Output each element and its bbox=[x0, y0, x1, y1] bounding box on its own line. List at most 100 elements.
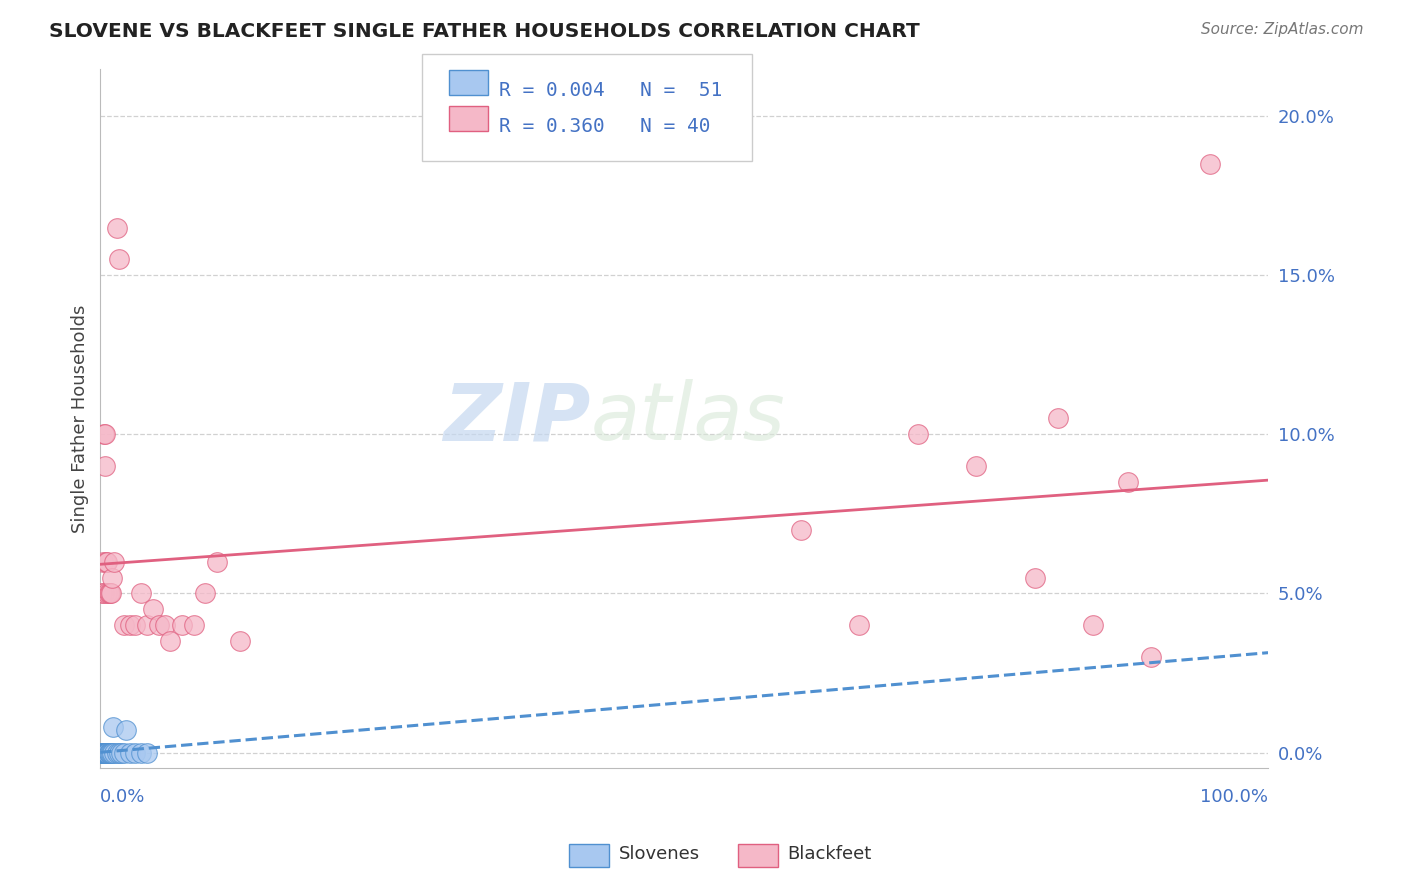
Point bbox=[93, 746, 115, 760]
Point bbox=[142, 602, 165, 616]
Point bbox=[124, 746, 146, 760]
Point bbox=[98, 586, 121, 600]
Point bbox=[129, 586, 152, 600]
Point bbox=[91, 746, 114, 760]
Point bbox=[97, 746, 120, 760]
Point bbox=[91, 746, 114, 760]
Point bbox=[91, 746, 114, 760]
Point bbox=[108, 252, 131, 267]
Point bbox=[205, 555, 228, 569]
Point bbox=[90, 746, 112, 760]
Point bbox=[1140, 650, 1163, 665]
Point bbox=[136, 618, 159, 632]
Point bbox=[848, 618, 870, 632]
Point bbox=[96, 746, 118, 760]
Point bbox=[1116, 475, 1139, 489]
Point bbox=[105, 746, 128, 760]
Point bbox=[108, 746, 131, 760]
Point bbox=[194, 586, 217, 600]
Point bbox=[93, 746, 115, 760]
Point bbox=[118, 618, 141, 632]
Point bbox=[118, 746, 141, 760]
Point bbox=[91, 555, 114, 569]
Point bbox=[94, 427, 117, 442]
Point bbox=[90, 746, 112, 760]
Point bbox=[93, 746, 115, 760]
Point bbox=[96, 586, 118, 600]
Point bbox=[91, 746, 114, 760]
Point bbox=[129, 746, 152, 760]
Point bbox=[115, 723, 138, 738]
Point bbox=[93, 427, 115, 442]
Point bbox=[94, 746, 117, 760]
Point bbox=[1046, 411, 1069, 425]
Point bbox=[101, 746, 124, 760]
Point bbox=[89, 746, 111, 760]
Point bbox=[101, 570, 124, 584]
Point bbox=[90, 746, 112, 760]
Point bbox=[94, 746, 117, 760]
Point bbox=[153, 618, 176, 632]
Point bbox=[93, 746, 115, 760]
Text: atlas: atlas bbox=[591, 379, 786, 458]
Point bbox=[93, 586, 115, 600]
Text: 0.0%: 0.0% bbox=[100, 788, 146, 806]
Point bbox=[91, 746, 114, 760]
Point bbox=[93, 746, 115, 760]
Point bbox=[148, 618, 170, 632]
Point bbox=[97, 746, 120, 760]
Text: Slovenes: Slovenes bbox=[619, 845, 700, 863]
Point bbox=[1024, 570, 1046, 584]
Point bbox=[96, 746, 118, 760]
Point bbox=[103, 555, 125, 569]
Point bbox=[90, 746, 112, 760]
Point bbox=[124, 618, 146, 632]
Text: Blackfeet: Blackfeet bbox=[787, 845, 872, 863]
Point bbox=[97, 586, 120, 600]
Point bbox=[96, 746, 118, 760]
Point bbox=[229, 634, 252, 648]
Point bbox=[100, 586, 122, 600]
Point bbox=[159, 634, 181, 648]
Point bbox=[105, 220, 128, 235]
Point bbox=[172, 618, 194, 632]
Point bbox=[965, 459, 987, 474]
Point bbox=[89, 746, 111, 760]
Point bbox=[183, 618, 205, 632]
Y-axis label: Single Father Households: Single Father Households bbox=[72, 304, 89, 533]
Point bbox=[136, 746, 159, 760]
Point bbox=[94, 459, 117, 474]
Point bbox=[96, 555, 118, 569]
Text: 100.0%: 100.0% bbox=[1201, 788, 1268, 806]
Point bbox=[90, 586, 112, 600]
Point bbox=[112, 746, 135, 760]
Point bbox=[90, 746, 112, 760]
Point bbox=[100, 746, 122, 760]
Point bbox=[96, 746, 118, 760]
Text: SLOVENE VS BLACKFEET SINGLE FATHER HOUSEHOLDS CORRELATION CHART: SLOVENE VS BLACKFEET SINGLE FATHER HOUSE… bbox=[49, 22, 920, 41]
Point bbox=[112, 618, 135, 632]
Text: ZIP: ZIP bbox=[443, 379, 591, 458]
Point bbox=[790, 523, 813, 537]
Point bbox=[90, 746, 112, 760]
Text: R = 0.004   N =  51: R = 0.004 N = 51 bbox=[499, 81, 723, 100]
Point bbox=[89, 746, 111, 760]
Point bbox=[103, 720, 125, 734]
Point bbox=[907, 427, 929, 442]
Point bbox=[96, 746, 118, 760]
Point bbox=[94, 746, 117, 760]
Point bbox=[91, 746, 114, 760]
Text: R = 0.360   N = 40: R = 0.360 N = 40 bbox=[499, 117, 710, 136]
Point bbox=[96, 746, 118, 760]
Point bbox=[96, 555, 118, 569]
Point bbox=[98, 746, 121, 760]
Point bbox=[1198, 157, 1220, 171]
Point bbox=[89, 746, 111, 760]
Text: Source: ZipAtlas.com: Source: ZipAtlas.com bbox=[1201, 22, 1364, 37]
Point bbox=[93, 746, 115, 760]
Point bbox=[94, 746, 117, 760]
Point bbox=[110, 746, 132, 760]
Point bbox=[89, 746, 111, 760]
Point bbox=[1081, 618, 1104, 632]
Point bbox=[90, 746, 112, 760]
